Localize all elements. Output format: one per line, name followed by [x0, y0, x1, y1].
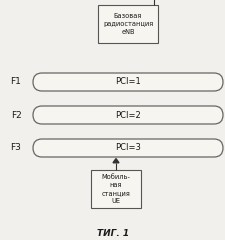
- Text: F2: F2: [11, 110, 21, 120]
- FancyBboxPatch shape: [33, 139, 223, 157]
- Text: Мобиль-
ная
станция
UE: Мобиль- ная станция UE: [101, 174, 130, 204]
- Text: ΤИГ. 1: ΤИГ. 1: [97, 228, 129, 238]
- FancyBboxPatch shape: [33, 106, 223, 124]
- FancyBboxPatch shape: [98, 5, 158, 43]
- Text: PCI=2: PCI=2: [115, 110, 141, 120]
- Text: PCI=1: PCI=1: [115, 78, 141, 86]
- Text: Базовая
радиостанция
eNB: Базовая радиостанция eNB: [103, 13, 153, 35]
- FancyBboxPatch shape: [91, 170, 141, 208]
- Polygon shape: [113, 159, 119, 163]
- Text: F1: F1: [11, 78, 21, 86]
- Text: PCI=3: PCI=3: [115, 144, 141, 152]
- FancyBboxPatch shape: [33, 73, 223, 91]
- Text: F3: F3: [11, 144, 21, 152]
